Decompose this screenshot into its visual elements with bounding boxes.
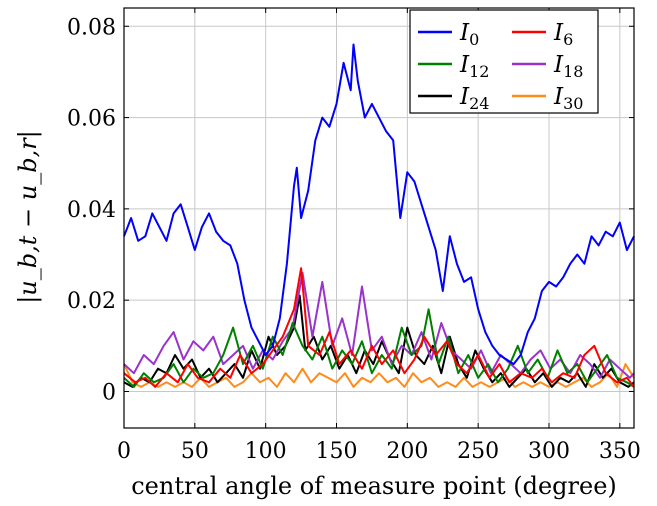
legend-entry-i0: I0 [459,20,479,49]
legend-entry-i6: I6 [553,20,573,49]
tick-labels: 0 50 100 150 200 250 300 350 0 0.02 0.04 0.06 0.08 [67,15,641,464]
series-layer [123,43,635,388]
legend-entry-i12: I12 [459,52,489,81]
series-line-i24 [123,294,635,388]
y-tick-label: 0.08 [67,15,116,40]
series-line-i12 [123,308,635,388]
series-line-i30 [123,363,635,388]
axis-ticks [123,8,634,428]
legend-entry-i24: I24 [459,84,489,113]
y-axis-label: |u_b,t − u_b,r| [14,130,43,304]
series-line-i18 [123,271,635,379]
x-tick-label: 0 [117,439,131,464]
series-line-i6 [123,267,635,388]
y-tick-label: 0.06 [67,107,116,132]
legend-entry-i18: I18 [553,52,583,81]
x-tick-label: 300 [528,439,570,464]
y-tick-label: 0.04 [67,198,116,223]
x-axis-label: central angle of measure point (degree) [131,472,617,500]
legend: I0 I6 I12 I18 I24 I30 [409,9,599,114]
legend-entry-i30: I30 [553,84,583,113]
y-tick-label: 0 [102,380,116,405]
x-tick-label: 50 [181,439,209,464]
x-tick-label: 250 [457,439,499,464]
x-tick-label: 100 [245,439,287,464]
x-tick-label: 200 [386,439,428,464]
y-tick-label: 0.02 [67,289,116,314]
x-tick-label: 350 [599,439,641,464]
series-line-i0 [123,43,635,366]
plot-frame [123,7,635,429]
x-tick-label: 150 [316,439,358,464]
